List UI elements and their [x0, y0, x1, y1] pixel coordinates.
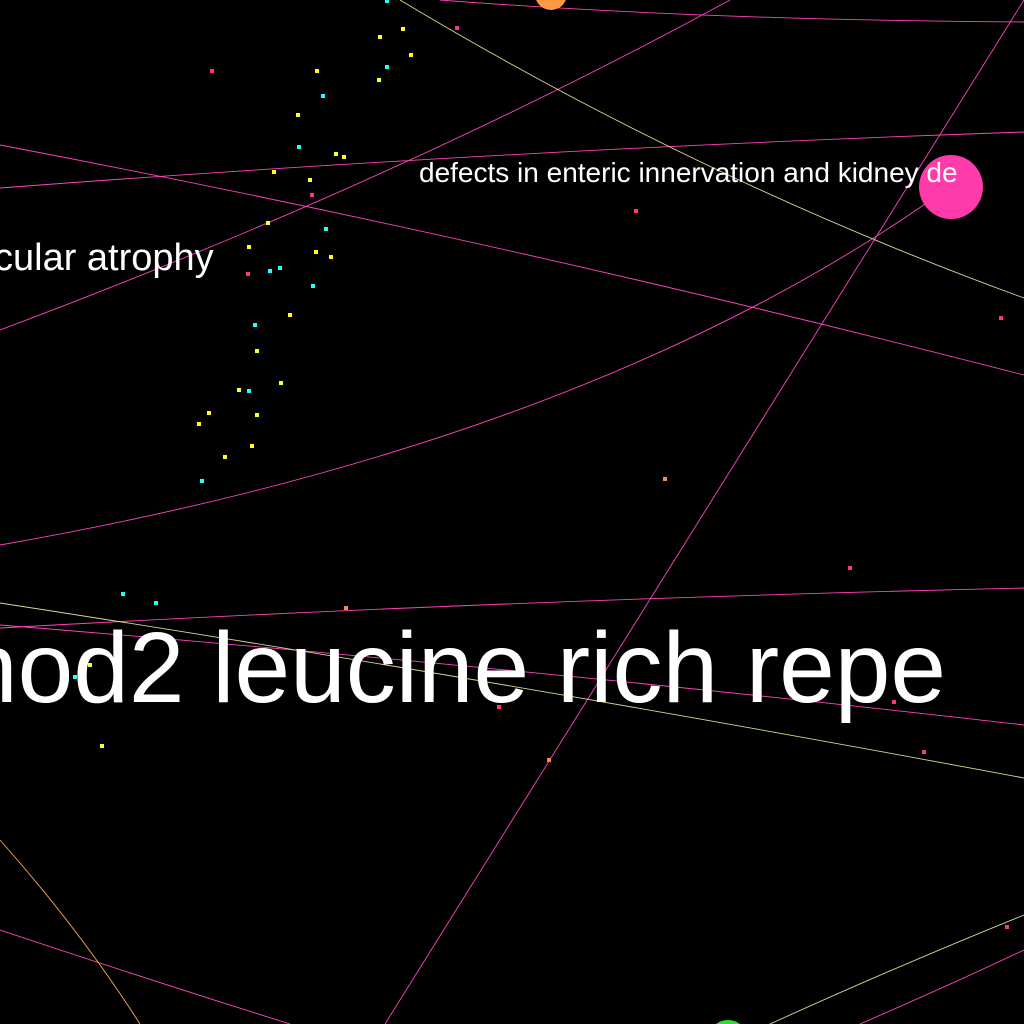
graph-node-dot — [1005, 925, 1009, 929]
graph-node-dot — [377, 78, 381, 82]
graph-node-dot — [922, 750, 926, 754]
graph-node-dot — [246, 272, 250, 276]
graph-node-dot — [999, 316, 1003, 320]
graph-node-dot — [121, 592, 125, 596]
graph-edge — [384, 0, 1024, 1024]
graph-node-dot — [247, 245, 251, 249]
graph-edge — [769, 914, 1024, 1024]
graph-node-dot — [237, 388, 241, 392]
graph-node-dot — [250, 444, 254, 448]
graph-node-dot — [378, 35, 382, 39]
graph-edge — [0, 602, 1024, 779]
graph-node-dot — [497, 705, 501, 709]
graph-node-dot — [73, 675, 77, 679]
graph-node-dot — [634, 209, 638, 213]
graph-node-dot — [200, 479, 204, 483]
graph-node-dot — [663, 477, 667, 481]
graph-node-dot — [892, 700, 896, 704]
graph-node-dot — [100, 744, 104, 748]
graph-edge — [399, 0, 1024, 299]
graph-node-dot — [297, 145, 301, 149]
graph-node-pink-large[interactable] — [919, 155, 983, 219]
graph-node-dot — [385, 0, 389, 3]
graph-edge — [0, 131, 1024, 189]
graph-node-dot — [455, 26, 459, 30]
graph-node-dot — [344, 606, 348, 610]
graph-node-dot — [334, 152, 338, 156]
graph-node-dot — [342, 155, 346, 159]
graph-edge — [0, 587, 1024, 629]
graph-node-dot — [255, 413, 259, 417]
graph-node-dot — [296, 113, 300, 117]
graph-node-dot — [547, 758, 551, 762]
graph-edge — [859, 949, 1024, 1024]
graph-node-dot — [247, 389, 251, 393]
graph-node-dot — [210, 69, 214, 73]
graph-node-dot — [266, 221, 270, 225]
graph-node-dot — [288, 313, 292, 317]
graph-node-dot — [197, 422, 201, 426]
graph-node-dot — [314, 250, 318, 254]
graph-node-dot — [223, 455, 227, 459]
node-label-enteric: defects in enteric innervation and kidne… — [419, 157, 958, 188]
graph-edge — [0, 624, 1024, 726]
graph-edge — [439, 0, 1024, 23]
graph-node-dot — [324, 227, 328, 231]
graph-node-dot — [401, 27, 405, 31]
graph-node-orange[interactable] — [535, 0, 567, 10]
graph-node-dot — [272, 170, 276, 174]
graph-node-dot — [409, 53, 413, 57]
graph-dots — [73, 0, 1009, 929]
graph-node-dot — [848, 566, 852, 570]
graph-edge — [0, 839, 141, 1024]
graph-node-dot — [253, 323, 257, 327]
graph-node-dot — [88, 663, 92, 667]
graph-node-dot — [154, 601, 158, 605]
graph-node-dot — [385, 65, 389, 69]
graph-node-dot — [315, 69, 319, 73]
graph-node-dot — [255, 349, 259, 353]
graph-node-dot — [268, 269, 272, 273]
graph-node-dot — [321, 94, 325, 98]
graph-node-green[interactable] — [708, 1020, 748, 1024]
node-label-atrophy: cular atrophy — [0, 237, 214, 279]
graph-edge — [0, 929, 291, 1024]
graph-edge — [0, 0, 731, 331]
graph-edge — [0, 144, 1024, 376]
node-label-nod2: nod2 leucine rich repe — [0, 612, 946, 724]
graph-node-dot — [329, 255, 333, 259]
graph-node-dot — [279, 381, 283, 385]
graph-node-dot — [310, 193, 314, 197]
graph-node-dot — [207, 411, 211, 415]
graph-node-dot — [308, 178, 312, 182]
graph-node-dot — [278, 266, 282, 270]
graph-edge — [0, 184, 953, 546]
graph-node-dot — [311, 284, 315, 288]
